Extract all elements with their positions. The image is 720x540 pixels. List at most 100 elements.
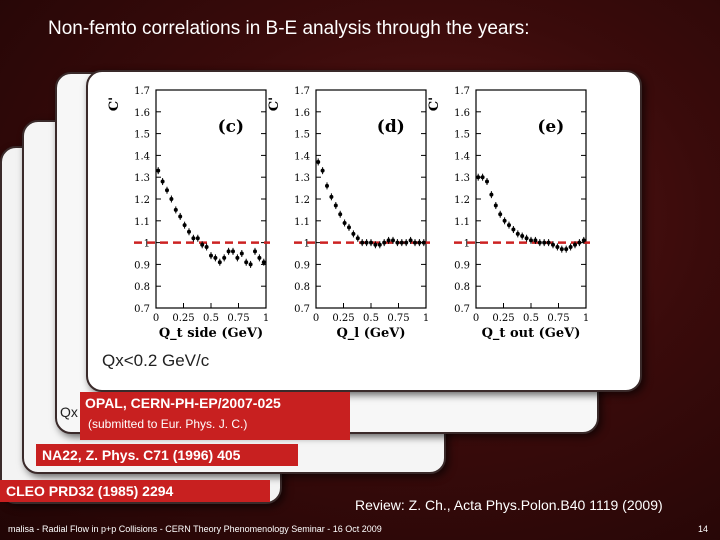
opal-reference-box: OPAL, CERN-PH-EP/2007-025 (submitted to …: [80, 392, 350, 440]
data-point: [222, 255, 227, 260]
data-point: [257, 255, 262, 260]
y-tick-label: 1.7: [294, 86, 310, 97]
data-point: [559, 247, 564, 252]
data-point: [165, 188, 169, 193]
y-tick-label: 1: [464, 239, 470, 250]
data-point: [386, 238, 391, 243]
data-point: [498, 212, 503, 217]
data-point: [476, 175, 481, 180]
data-point: [351, 231, 356, 236]
data-point: [333, 203, 338, 208]
data-point: [395, 240, 400, 245]
data-point: [169, 197, 174, 201]
data-point: [573, 242, 577, 247]
x-axis-label: Q_t out (GeV): [482, 326, 581, 341]
na22-reference: NA22, Z. Phys. C71 (1996) 405: [36, 444, 298, 466]
data-point: [382, 240, 387, 245]
data-point: [377, 242, 382, 247]
data-point: [360, 240, 365, 245]
page-number: 14: [698, 524, 709, 534]
data-point: [182, 223, 187, 228]
data-point: [355, 236, 360, 241]
data-point: [537, 240, 542, 245]
y-axis-label: C': [107, 97, 122, 111]
data-point: [200, 242, 205, 247]
data-point: [248, 262, 253, 267]
data-point: [485, 179, 489, 184]
x-tick-label: 0: [313, 313, 319, 324]
y-tick-label: 1: [304, 239, 310, 250]
correlation-plots: 0.7 0.8 0.9 1 1.1 1.2 1.3 1.4 1.5 1.6 1.7 0 0.25 0.5 0…: [107, 86, 590, 341]
data-point: [502, 218, 507, 223]
slide-footer: malisa - Radial Flow in p+p Collisions -…: [8, 524, 382, 534]
y-tick-label: 1.6: [294, 108, 310, 119]
data-point: [581, 238, 586, 243]
x-tick-label: 0.25: [332, 313, 354, 324]
y-tick-label: 0.8: [294, 282, 310, 293]
data-point: [338, 212, 343, 217]
data-point: [191, 236, 196, 241]
data-point: [369, 240, 373, 245]
data-point: [568, 244, 573, 249]
x-tick-label: 0.5: [363, 313, 379, 324]
data-point: [204, 244, 209, 249]
data-point: [195, 236, 200, 241]
y-axis-label: C': [427, 97, 442, 111]
data-point: [564, 247, 569, 252]
data-point: [329, 194, 334, 199]
data-point: [239, 251, 244, 256]
y-tick-label: 1.6: [454, 108, 470, 119]
data-point: [555, 244, 560, 249]
x-tick-label: 0.5: [523, 313, 539, 324]
data-point: [261, 260, 266, 265]
y-tick-label: 1.1: [134, 217, 150, 228]
data-point: [421, 240, 426, 245]
data-point: [408, 238, 413, 243]
data-point: [542, 240, 547, 245]
y-tick-label: 0.7: [454, 304, 470, 315]
data-point: [325, 183, 329, 188]
data-point: [156, 168, 161, 173]
data-point: [489, 192, 494, 197]
data-point: [404, 240, 409, 245]
data-point: [253, 249, 257, 254]
data-point: [577, 240, 582, 245]
y-tick-label: 0.8: [134, 282, 150, 293]
y-tick-label: 1.2: [134, 195, 150, 206]
y-axis-label: C': [267, 97, 282, 111]
slide-title: Non-femto correlations in B-E analysis t…: [48, 18, 530, 39]
y-tick-label: 0.7: [294, 304, 310, 315]
data-point: [187, 229, 191, 234]
y-tick-label: 1.3: [294, 173, 310, 184]
data-point: [533, 238, 538, 243]
review-citation: Review: Z. Ch., Acta Phys.Polon.B40 1119…: [355, 497, 663, 513]
x-tick-label: 0.25: [172, 313, 194, 324]
x-axis-label: Q_l (GeV): [336, 326, 405, 341]
data-point: [413, 240, 417, 245]
data-point: [391, 238, 395, 243]
x-tick-label: 0.75: [387, 313, 409, 324]
data-point: [546, 240, 551, 245]
data-point: [244, 260, 249, 265]
y-tick-label: 1.1: [294, 217, 310, 228]
data-point: [507, 223, 511, 228]
y-tick-label: 1: [144, 239, 150, 250]
data-point: [373, 242, 378, 247]
x-tick-label: 1: [583, 313, 589, 324]
data-point: [493, 203, 498, 208]
data-point: [551, 242, 555, 247]
qx-small-label: Qx: [60, 404, 78, 420]
plot-frame: [475, 89, 587, 309]
y-tick-label: 1.1: [454, 217, 470, 228]
y-tick-label: 1.4: [294, 151, 310, 162]
opal-submission-note: (submitted to Eur. Phys. J. C.): [88, 417, 248, 431]
data-point: [347, 225, 351, 230]
data-point: [520, 234, 525, 239]
y-tick-label: 1.4: [454, 151, 470, 162]
data-point: [226, 249, 231, 254]
y-tick-label: 0.8: [454, 282, 470, 293]
data-point: [320, 168, 325, 173]
x-tick-label: 0: [473, 313, 479, 324]
data-point: [417, 240, 422, 245]
x-tick-label: 0.75: [227, 313, 249, 324]
